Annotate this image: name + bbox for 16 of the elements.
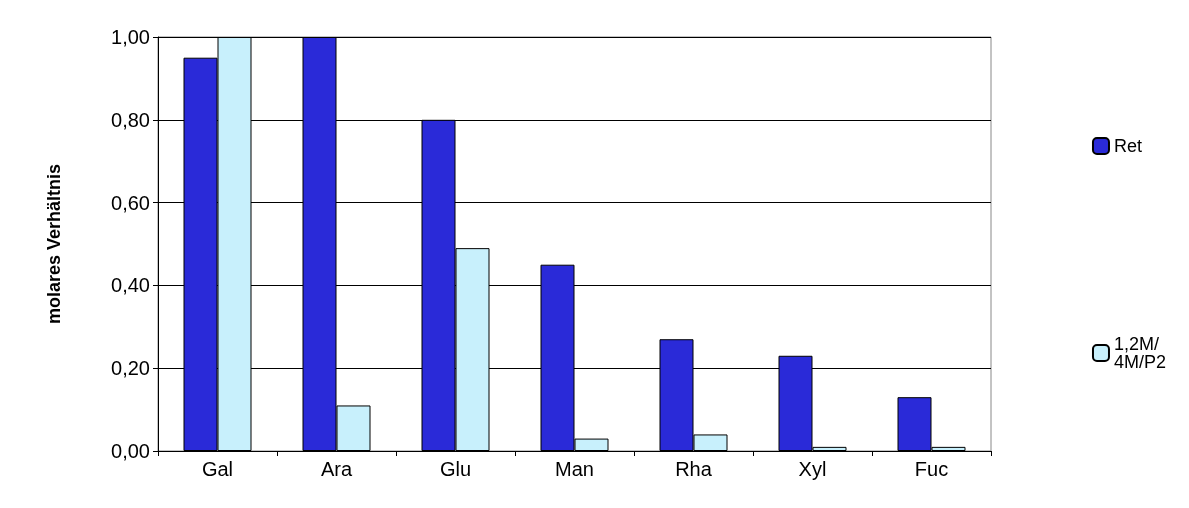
x-tick-label: Rha [675, 458, 713, 480]
x-tick-label: Xyl [798, 458, 827, 480]
x-tick-label: Man [555, 458, 594, 480]
y-tick-label: 0,20 [111, 357, 150, 380]
legend-label: Ret [1113, 136, 1142, 156]
y-tick-label: 0,00 [111, 440, 150, 462]
x-tick-label: Glu [439, 458, 472, 480]
y-tick-label: 0,40 [111, 274, 150, 297]
x-tick-label: Gal [201, 458, 234, 480]
y-tick-label: 0,60 [111, 191, 150, 214]
y-axis-title: molares Verhältnis [44, 163, 64, 325]
y-tick-label: 1,00 [111, 26, 150, 48]
x-tick-label: Ara [320, 458, 353, 480]
y-tick-label: 0,80 [111, 108, 150, 131]
x-tick-label: Fuc [914, 458, 949, 480]
legend-label: 1,2M/4M/P2 [1113, 334, 1167, 372]
